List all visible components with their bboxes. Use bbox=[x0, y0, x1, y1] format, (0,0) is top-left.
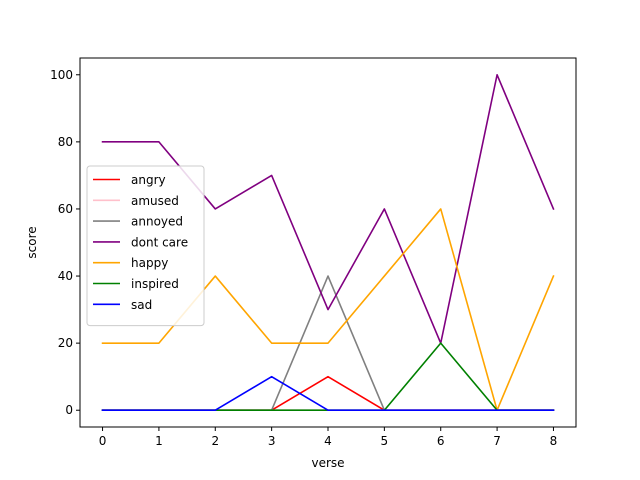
x-tick-label: 5 bbox=[381, 434, 389, 448]
y-axis: 0 20 40 60 80 100 bbox=[50, 68, 80, 417]
y-axis-label: score bbox=[25, 226, 39, 258]
x-tick-label: 4 bbox=[324, 434, 332, 448]
x-tick-label: 1 bbox=[155, 434, 163, 448]
x-tick-label: 8 bbox=[550, 434, 558, 448]
legend-label-annoyed: annoyed bbox=[131, 215, 183, 229]
y-tick-label: 20 bbox=[58, 336, 73, 350]
x-axis-label: verse bbox=[311, 456, 344, 470]
x-tick-label: 2 bbox=[211, 434, 219, 448]
y-tick-label: 0 bbox=[65, 403, 73, 417]
legend-label-inspired: inspired bbox=[131, 277, 179, 291]
y-tick-label: 80 bbox=[58, 135, 73, 149]
x-tick-label: 0 bbox=[99, 434, 107, 448]
legend: angry amused annoyed dont care happy inspired… bbox=[86, 165, 205, 327]
y-tick-label: 100 bbox=[50, 68, 73, 82]
y-tick-label: 40 bbox=[58, 269, 73, 283]
x-axis: 0 1 2 3 4 5 6 7 8 bbox=[99, 427, 558, 448]
x-tick-label: 6 bbox=[437, 434, 445, 448]
legend-label-dont-care: dont care bbox=[131, 235, 188, 249]
legend-label-sad: sad bbox=[131, 298, 152, 312]
series-line-dont-care bbox=[101, 73, 555, 344]
y-tick-label: 60 bbox=[58, 202, 73, 216]
series-line-sad bbox=[101, 375, 555, 412]
legend-label-happy: happy bbox=[131, 256, 168, 270]
legend-label-angry: angry bbox=[131, 173, 166, 187]
legend-label-amused: amused bbox=[131, 194, 179, 208]
x-tick-label: 3 bbox=[268, 434, 276, 448]
series-layer bbox=[101, 73, 555, 412]
x-tick-label: 7 bbox=[493, 434, 501, 448]
legend-box bbox=[86, 165, 205, 327]
